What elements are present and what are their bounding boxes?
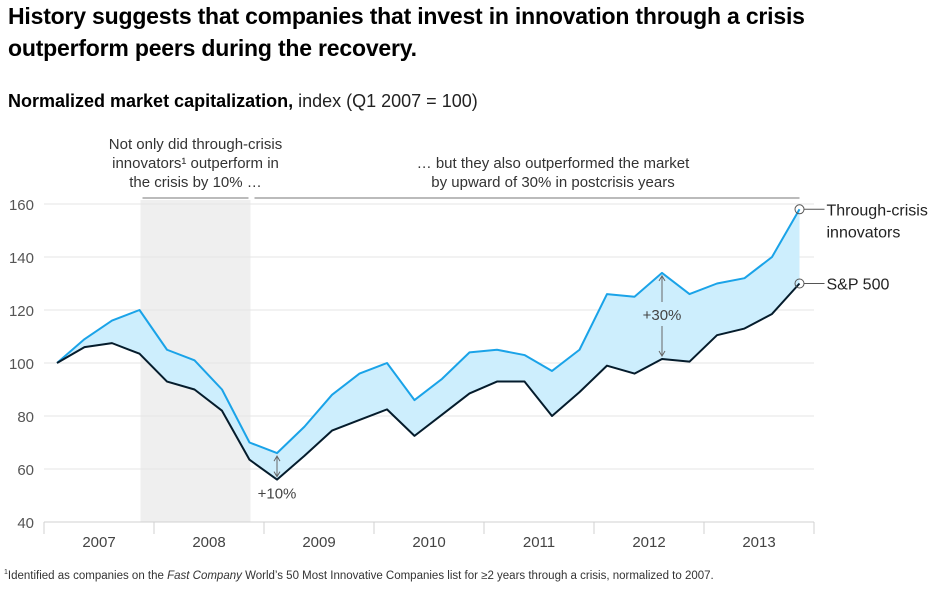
chart-subtitle: Normalized market capitalization, index … <box>8 89 478 113</box>
postcrisis-gap-arrowhead-up <box>658 274 666 282</box>
y-tick-label: 80 <box>17 409 34 426</box>
footnote-text-post: World’s 50 Most Innovative Companies lis… <box>241 570 714 582</box>
chart-title: History suggests that companies that inv… <box>8 3 805 61</box>
postcrisis-annotation-line: … but they also outperformed the market <box>417 155 690 172</box>
y-tick-label: 120 <box>9 303 34 320</box>
x-tick-label: 2009 <box>302 534 335 551</box>
crisis-annotation-line: innovators¹ outperform in <box>112 155 279 172</box>
postcrisis-gap-label: +30% <box>643 307 682 324</box>
innovators-series-label: innovators <box>827 224 901 241</box>
crisis-annotation-line: Not only did through-crisis <box>109 136 282 153</box>
x-tick-label: 2007 <box>82 534 115 551</box>
postcrisis-annotation-line: by upward of 30% in postcrisis years <box>431 174 674 191</box>
y-tick-label: 60 <box>17 462 34 479</box>
footnote-marker: 1 <box>4 569 8 576</box>
footnote-publication: Fast Company <box>167 570 242 582</box>
innovators-line <box>56 208 801 455</box>
y-tick-label: 100 <box>9 356 34 373</box>
crisis-gap-arrow-arrowhead-up <box>273 455 281 462</box>
sp500-line <box>56 282 801 481</box>
postcrisis-gap-arrowhead-down <box>658 350 666 357</box>
crisis-gap-label: +10% <box>258 486 297 503</box>
crisis-gap-arrow-arrowhead-down <box>273 471 281 478</box>
x-tick-label: 2012 <box>632 534 665 551</box>
x-tick-label: 2008 <box>192 534 225 551</box>
x-tick-label: 2010 <box>412 534 445 551</box>
outperformance-area <box>57 209 800 480</box>
subtitle-metric: Normalized market capitalization, <box>8 91 294 111</box>
subtitle-unit: index (Q1 2007 = 100) <box>293 91 478 111</box>
x-tick-label: 2013 <box>742 534 775 551</box>
y-tick-label: 160 <box>9 197 34 214</box>
y-tick-label: 40 <box>17 515 34 532</box>
footnote-text-pre: Identified as companies on the <box>7 570 168 582</box>
x-tick-label: 2011 <box>523 534 555 551</box>
y-tick-label: 140 <box>9 250 34 267</box>
crisis-annotation-line: the crisis by 10% … <box>129 174 262 191</box>
innovators-series-label: Through-crisis <box>827 202 928 219</box>
sp500-series-label: S&P 500 <box>827 277 890 294</box>
footnote: 1Identified as companies on the Fast Com… <box>4 569 714 582</box>
